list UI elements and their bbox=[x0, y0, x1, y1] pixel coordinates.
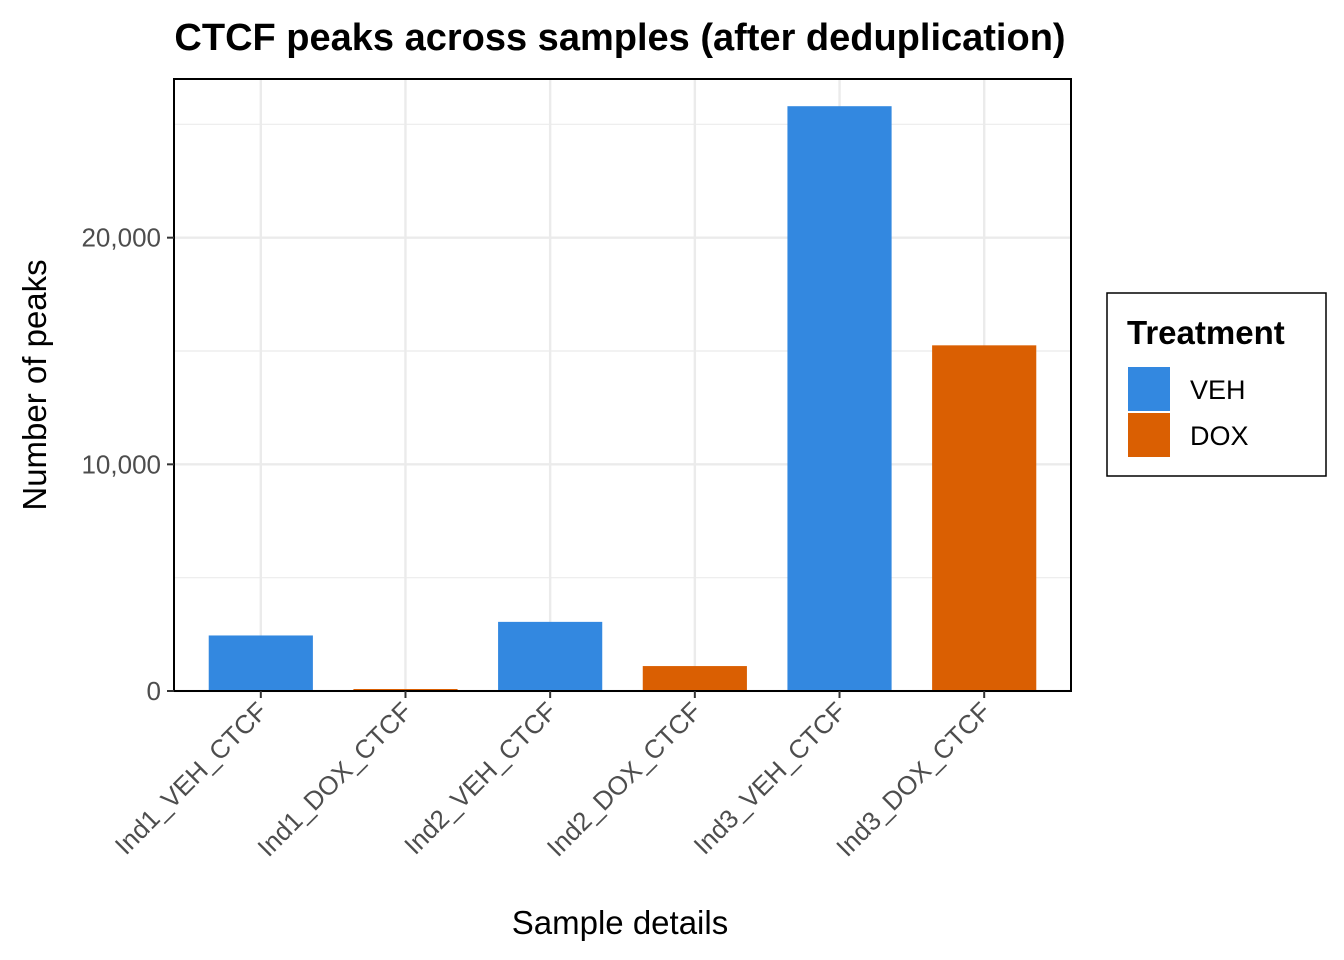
bar-ind2-dox-ctcf bbox=[642, 666, 747, 691]
y-tick-label: 20,000 bbox=[81, 223, 161, 253]
x-tick-label: Ind1_DOX_CTCF bbox=[251, 696, 417, 862]
legend-label-dox: DOX bbox=[1190, 421, 1249, 451]
bar-ind1-veh-ctcf bbox=[208, 635, 313, 691]
bar-ind3-veh-ctcf bbox=[787, 106, 892, 691]
x-tick-label: Ind1_VEH_CTCF bbox=[109, 696, 273, 860]
x-tick-label: Ind2_VEH_CTCF bbox=[398, 696, 562, 860]
legend-entries: VEH DOX bbox=[1128, 367, 1249, 457]
legend: Treatment VEH DOX bbox=[1106, 292, 1327, 477]
plot-panel bbox=[173, 78, 1072, 693]
y-axis: 0 10,000 20,000 bbox=[81, 223, 174, 706]
y-axis-title: Number of peaks bbox=[16, 259, 53, 510]
plot-background bbox=[174, 79, 1071, 691]
x-tick-label: Ind2_DOX_CTCF bbox=[541, 696, 707, 862]
y-tick-label: 10,000 bbox=[81, 449, 161, 479]
legend-key-dox bbox=[1128, 413, 1170, 457]
legend-key-veh bbox=[1128, 367, 1170, 411]
bar-ind2-veh-ctcf bbox=[498, 621, 603, 691]
x-tick-label: Ind3_DOX_CTCF bbox=[830, 696, 996, 862]
plot-border bbox=[173, 78, 1072, 692]
bar-ind3-dox-ctcf bbox=[932, 345, 1037, 691]
x-tick-label: Ind3_VEH_CTCF bbox=[687, 696, 851, 860]
chart-title: CTCF peaks across samples (after dedupli… bbox=[174, 17, 1065, 59]
bars bbox=[208, 106, 1037, 691]
y-tick-label: 0 bbox=[147, 676, 161, 706]
x-axis-title: Sample details bbox=[512, 904, 728, 941]
x-axis: Ind1_VEH_CTCFInd1_DOX_CTCFInd2_VEH_CTCFI… bbox=[109, 691, 996, 862]
legend-title: Treatment bbox=[1127, 314, 1285, 351]
legend-label-veh: VEH bbox=[1190, 375, 1246, 405]
